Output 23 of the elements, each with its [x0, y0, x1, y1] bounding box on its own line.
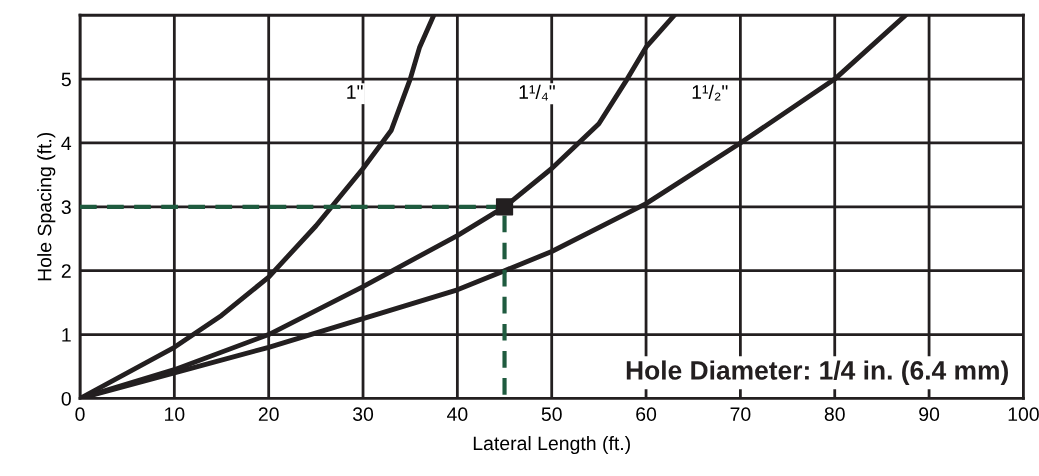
text: 1¹/₄" — [519, 84, 555, 101]
y-axis-title: Hole Spacing (ft.) — [37, 132, 56, 281]
x-tick-label: 80 — [824, 407, 845, 422]
y-tick-label: 1 — [62, 328, 71, 342]
text: 1¹/₂" — [692, 84, 728, 101]
x-tick-label: 70 — [730, 407, 751, 422]
x-tick-label: 20 — [258, 407, 279, 422]
x-tick-label: 100 — [1008, 407, 1039, 422]
y-tick-label: 5 — [61, 72, 71, 87]
y-tick-label: 4 — [61, 136, 72, 150]
annotation: Hole Diameter: 1/4 in. (6.4 mm) — [626, 360, 1008, 385]
x-tick-label: 40 — [447, 407, 468, 422]
y-tick-label: 0 — [61, 391, 71, 406]
x-tick-label: 90 — [919, 407, 940, 422]
y-tick-label: 3 — [61, 200, 71, 215]
x-tick-label: 50 — [541, 407, 562, 422]
x-tick-label: 10 — [165, 407, 185, 422]
series-label: 1" — [347, 85, 363, 99]
y-tick-label: 2 — [61, 264, 71, 278]
x-tick-label: 60 — [636, 407, 657, 422]
x-axis-title: Lateral Length (ft.) — [473, 435, 630, 455]
x-tick-label: 30 — [352, 407, 374, 422]
x-tick-label: 0 — [75, 407, 85, 422]
